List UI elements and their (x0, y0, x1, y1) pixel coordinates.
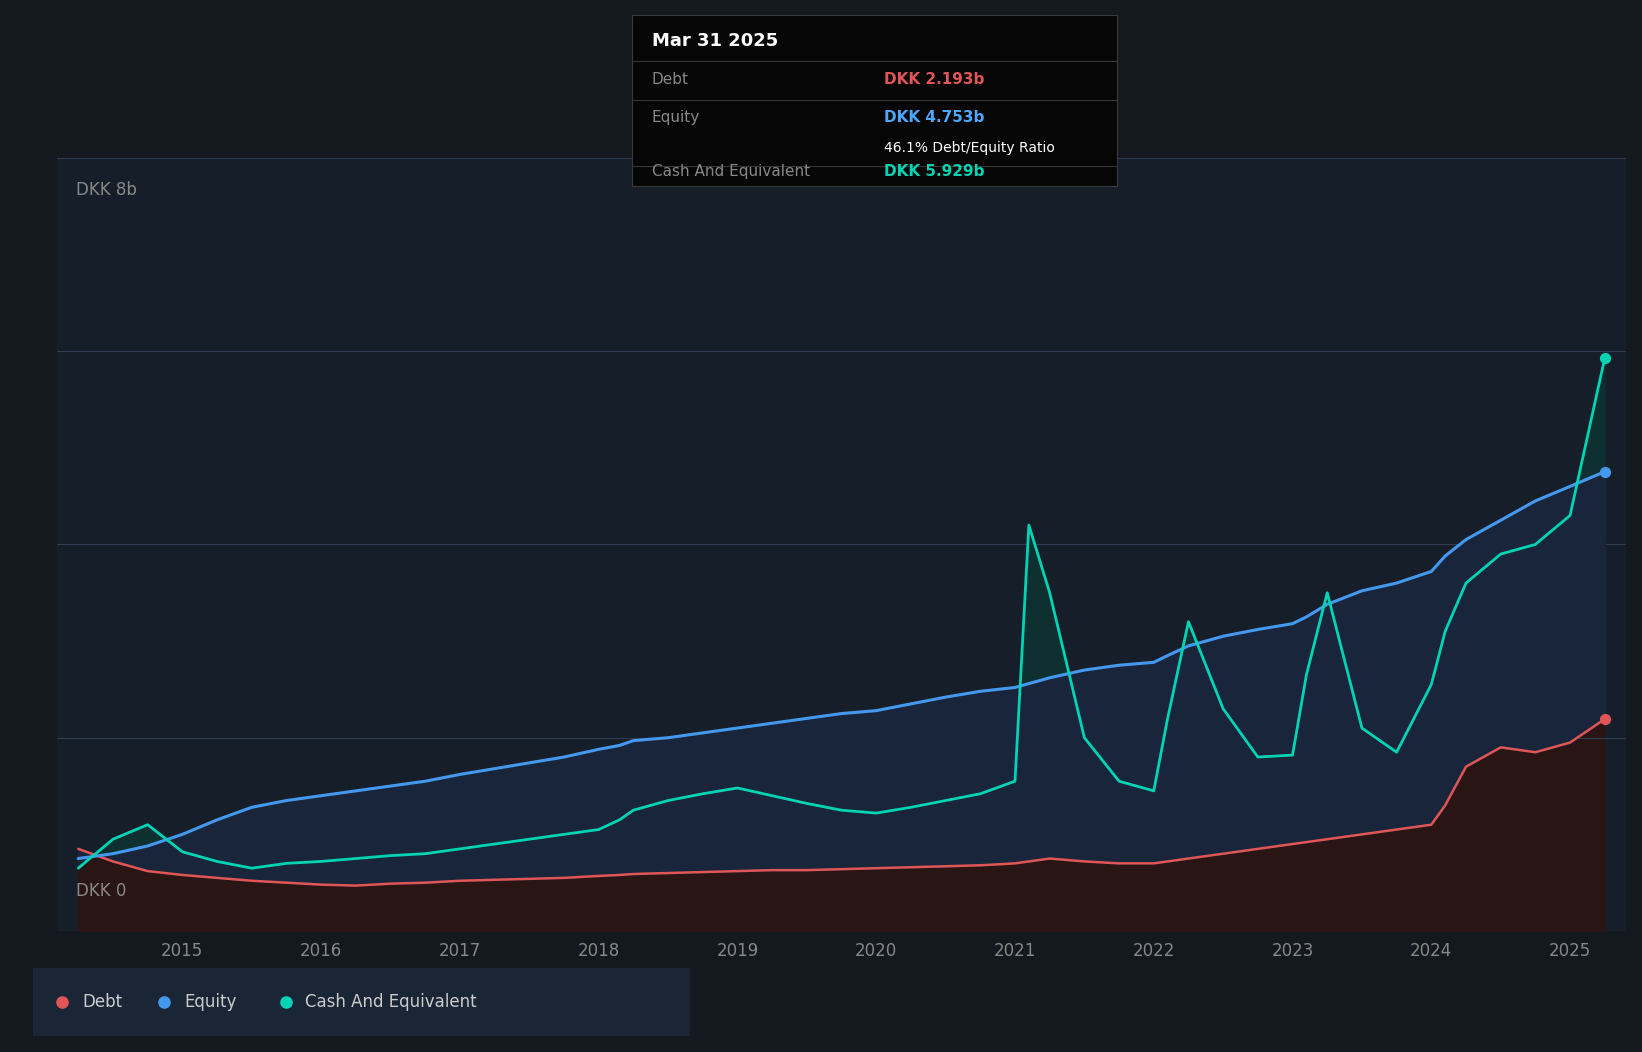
Text: Cash And Equivalent: Cash And Equivalent (652, 164, 810, 179)
Point (617, 683, 644, 700)
Point (1591, 463, 1617, 480)
Text: Debt: Debt (652, 73, 688, 87)
Text: Mar 31 2025: Mar 31 2025 (652, 32, 778, 49)
Text: DKK 5.929b: DKK 5.929b (883, 164, 985, 179)
Point (1591, 711, 1617, 728)
Text: DKK 0: DKK 0 (76, 882, 126, 901)
Point (1591, 349, 1617, 366)
Text: DKK 2.193b: DKK 2.193b (883, 73, 985, 87)
Text: Equity: Equity (184, 993, 236, 1011)
Text: Debt: Debt (82, 993, 122, 1011)
Text: 46.1% Debt/Equity Ratio: 46.1% Debt/Equity Ratio (883, 141, 1054, 156)
Text: Equity: Equity (652, 110, 699, 125)
Text: DKK 4.753b: DKK 4.753b (883, 110, 985, 125)
Text: Cash And Equivalent: Cash And Equivalent (305, 993, 478, 1011)
Point (1542, 683, 1568, 700)
Text: DKK 8b: DKK 8b (76, 181, 138, 199)
